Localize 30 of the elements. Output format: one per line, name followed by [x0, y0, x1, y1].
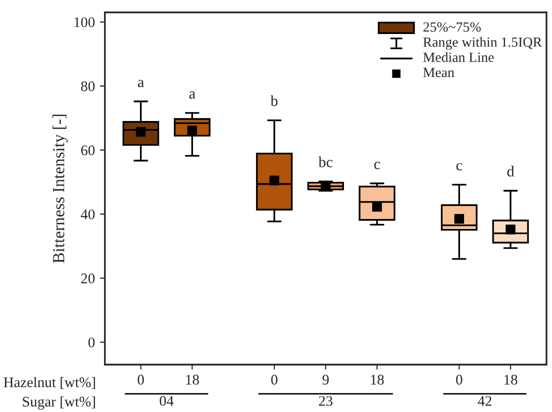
annotation: Mean — [423, 68, 454, 78]
y-axis-title: Bitterness Intensity [-] — [52, 114, 68, 263]
annotation: c — [374, 162, 380, 170]
x-tick-label: 0 — [138, 374, 144, 385]
y-tick-label: 0 — [88, 338, 95, 348]
annotation: 25%~75% — [423, 22, 481, 32]
y-tick-label: 20 — [81, 274, 95, 284]
annotation: c — [456, 163, 462, 170]
x-axis-title: Hazelnut [wt%] — [4, 376, 95, 390]
x-tick-label: 0 — [271, 374, 278, 385]
annotation: a — [138, 80, 144, 88]
text: 23 — [319, 396, 332, 406]
x-tick-label: 18 — [186, 374, 199, 385]
annotation: Range within 1.5IQR — [423, 37, 542, 50]
annotation: Median Line — [423, 52, 494, 62]
text: Sugar [wt%] — [22, 396, 95, 410]
y-tick-label: 80 — [81, 81, 95, 92]
y-tick-label: 100 — [74, 17, 95, 28]
y-tick-label: 40 — [80, 209, 95, 220]
annotation: bc — [318, 156, 332, 168]
x-tick-label: 18 — [371, 374, 384, 385]
y-tick-label: 60 — [81, 145, 95, 156]
annotation: d — [507, 166, 514, 177]
x-tick-label: 0 — [456, 374, 462, 385]
annotation: b — [270, 95, 278, 106]
annotation: a — [189, 91, 196, 99]
x-tick-label: 9 — [322, 374, 329, 385]
text: 42 — [478, 396, 492, 406]
text: 04 — [160, 396, 174, 406]
x-tick-label: 18 — [504, 374, 518, 385]
